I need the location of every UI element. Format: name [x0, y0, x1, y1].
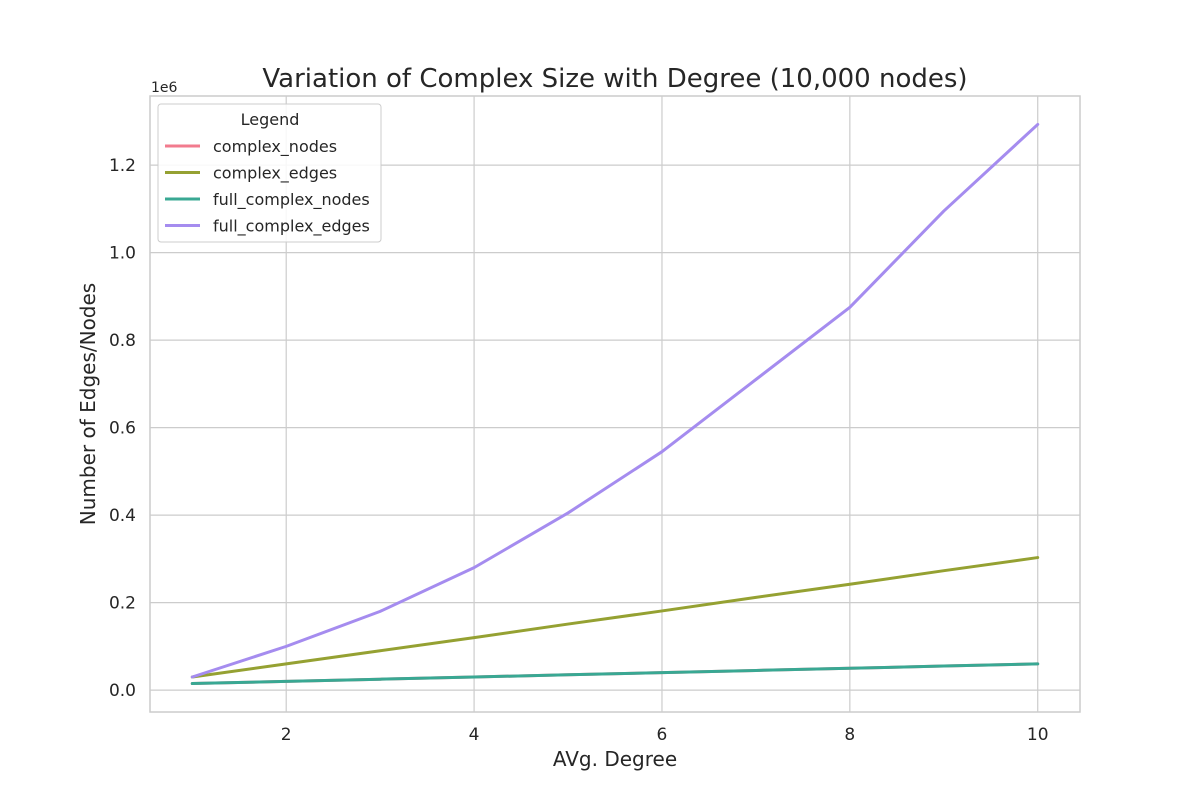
- axis-ticks: 2 4 6 8 10 0.0 0.2 0.4 0.6 0.8 1.0 1.2: [109, 156, 1049, 745]
- y-tick-label: 1.0: [109, 244, 136, 264]
- x-tick-label: 4: [469, 725, 480, 745]
- x-axis-label: AVg. Degree: [553, 747, 677, 771]
- y-tick-label: 0.6: [109, 419, 136, 439]
- plot-frame: [149, 95, 1081, 713]
- x-tick-label: 10: [1027, 725, 1049, 745]
- x-tick-label: 6: [657, 725, 668, 745]
- plot-area: [190, 122, 1040, 686]
- legend-title: Legend: [241, 110, 300, 129]
- legend-label-complex-nodes: complex_nodes: [213, 137, 337, 157]
- series-line-complex-edges: [190, 556, 1040, 679]
- y-axis-label: Number of Edges/Nodes: [76, 283, 100, 525]
- chart-title: Variation of Complex Size with Degree (1…: [262, 64, 967, 94]
- legend-label-complex-edges: complex_edges: [213, 164, 337, 184]
- legend-box: [157, 103, 382, 243]
- y-axis-offset-label: 1e6: [151, 80, 178, 96]
- y-tick-label: 0.4: [109, 506, 136, 526]
- legend-label-full-complex-edges: full_complex_edges: [213, 217, 370, 237]
- x-tick-label: 8: [844, 725, 855, 745]
- series-line-full-complex-edges: [190, 122, 1040, 679]
- legend-items: complex_nodes complex_edges full_complex_n…: [165, 137, 370, 237]
- y-tick-label: 1.2: [109, 156, 136, 176]
- y-tick-label: 0.2: [109, 594, 136, 614]
- y-tick-label: 0.0: [109, 681, 136, 701]
- legend-label-full-complex-nodes: full_complex_nodes: [213, 190, 370, 210]
- series-line-full-complex-nodes: [190, 662, 1040, 686]
- legend: Legend complex_nodes complex_edges full_co…: [157, 103, 382, 243]
- x-tick-label: 2: [281, 725, 292, 745]
- y-tick-label: 0.8: [109, 331, 136, 351]
